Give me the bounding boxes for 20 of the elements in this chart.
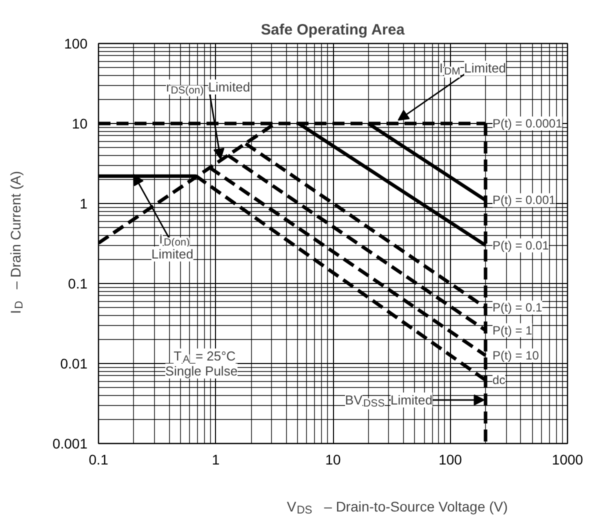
x-tick-label: 1 [212,452,220,468]
series-label: P(t) = 0.001 [492,193,556,208]
x-tick-label: 10 [325,452,341,468]
chart-title: Safe Operating Area [260,22,406,38]
y-tick-label: 0.001 [52,436,88,452]
x-tick-label: 100 [438,452,462,468]
series-label: dc [492,373,506,388]
series-label: P(t) = 0.1 [492,300,543,315]
y-tick-label: 1 [80,196,88,212]
y-axis-title: ID – Drain Current (A) [8,171,26,314]
y-tick-label: 0.01 [60,356,88,372]
series-label: P(t) = 1 [492,323,533,338]
series-label: P(t) = 10 [492,348,540,362]
x-tick-label: 0.1 [88,452,108,468]
y-tick-label: 100 [64,36,88,52]
y-tick-label: 0.1 [68,276,88,292]
y-tick-label: 10 [72,116,88,132]
series-label: P(t) = 0.01 [492,238,550,252]
annotation: P(t) = 0.0001 [492,116,563,130]
x-tick-label: 1000 [552,452,584,468]
